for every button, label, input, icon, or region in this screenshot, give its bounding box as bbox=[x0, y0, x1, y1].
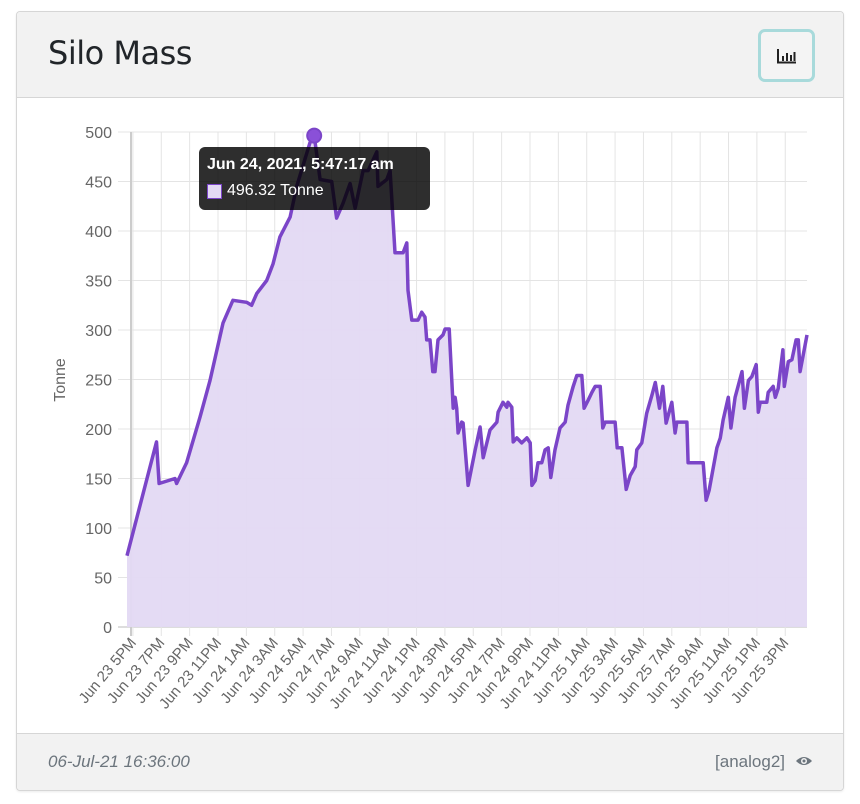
y-tick-label: 200 bbox=[85, 422, 112, 439]
tooltip-value: 496.32 Tonne bbox=[227, 182, 324, 199]
y-axis-ticks: 0 50 100 150 200 250 300 350 400 450 500 bbox=[85, 125, 112, 637]
series-area-fill bbox=[127, 135, 807, 627]
y-tick-label: 0 bbox=[103, 620, 112, 637]
chart-view-button[interactable] bbox=[758, 29, 815, 82]
eye-icon[interactable] bbox=[795, 754, 813, 768]
data-source-tag: [analog2] bbox=[715, 752, 785, 771]
y-tick-label: 250 bbox=[85, 373, 112, 390]
card-footer: 06-Jul-21 16:36:00 [analog2] bbox=[17, 733, 843, 790]
y-axis-title: Tonne bbox=[52, 358, 69, 402]
hovered-data-point[interactable] bbox=[306, 127, 323, 144]
last-update-timestamp: 06-Jul-21 16:36:00 bbox=[48, 752, 190, 771]
y-tick-label: 450 bbox=[85, 175, 112, 192]
y-tick-label: 50 bbox=[94, 571, 112, 588]
silo-mass-card: Silo Mass 06-Jul-21 16:36:00 [analog2] bbox=[16, 11, 844, 791]
tooltip-color-swatch bbox=[207, 184, 222, 199]
y-tick-label: 100 bbox=[85, 521, 112, 538]
y-tick-label: 500 bbox=[85, 125, 112, 142]
card-header: Silo Mass bbox=[17, 12, 843, 98]
y-tick-label: 400 bbox=[85, 224, 112, 241]
tooltip-title: Jun 24, 2021, 5:47:17 am bbox=[207, 156, 394, 173]
card-title: Silo Mass bbox=[48, 34, 192, 72]
y-tick-label: 300 bbox=[85, 323, 112, 340]
y-tick-label: 350 bbox=[85, 274, 112, 291]
y-tick-label: 150 bbox=[85, 472, 112, 489]
bar-chart-icon bbox=[776, 48, 796, 63]
chart-tooltip: Jun 24, 2021, 5:47:17 am 496.32 Tonne bbox=[199, 147, 430, 210]
